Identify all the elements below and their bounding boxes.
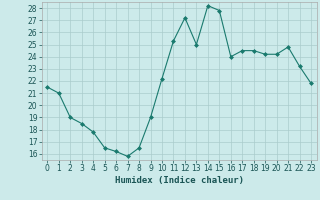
X-axis label: Humidex (Indice chaleur): Humidex (Indice chaleur) bbox=[115, 176, 244, 185]
